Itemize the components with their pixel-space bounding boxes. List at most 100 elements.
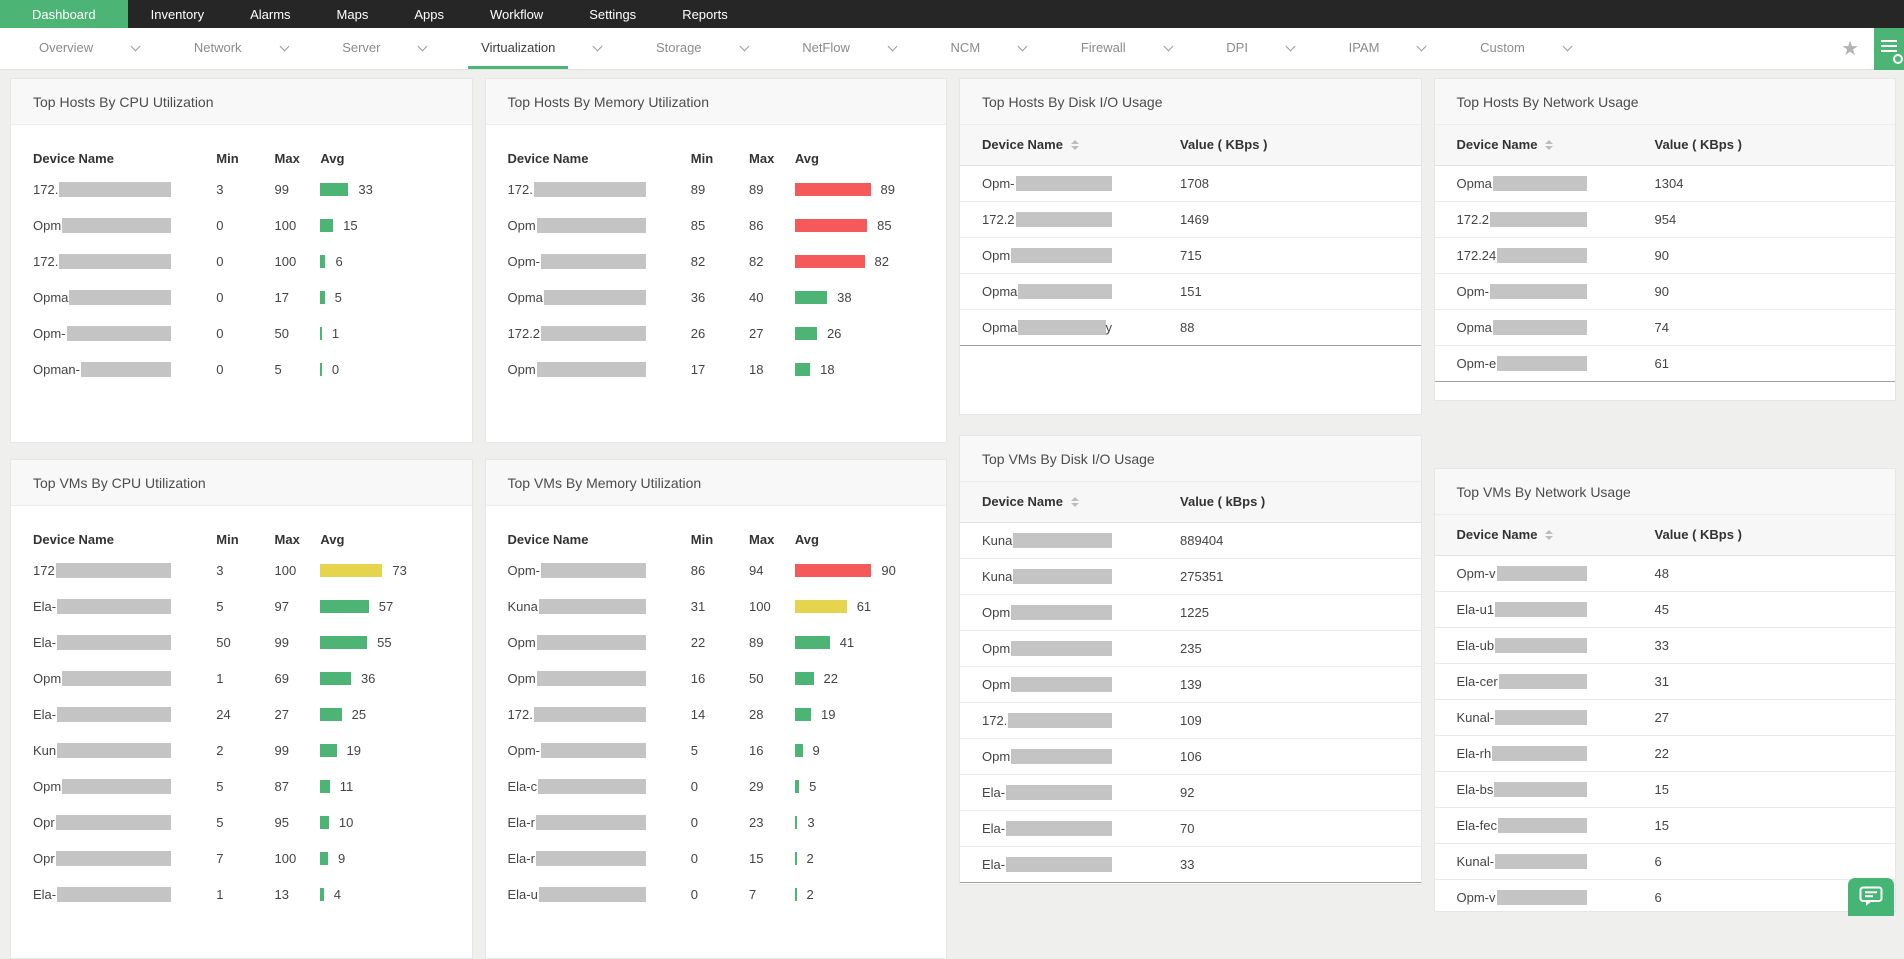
- chevron-down-icon[interactable]: [1417, 42, 1427, 52]
- tab-dpi[interactable]: DPI: [1213, 28, 1294, 69]
- chevron-down-icon[interactable]: [418, 42, 428, 52]
- tab-server[interactable]: Server: [329, 28, 426, 69]
- min-value: 5: [216, 815, 274, 830]
- device-name-sort-header[interactable]: Device Name: [1457, 137, 1633, 152]
- nav-item-reports[interactable]: Reports: [659, 0, 751, 28]
- chevron-down-icon[interactable]: [739, 42, 749, 52]
- device-name-cell: Opr: [33, 815, 216, 830]
- chevron-down-icon[interactable]: [1163, 42, 1173, 52]
- nav-item-settings[interactable]: Settings: [566, 0, 659, 28]
- device-name-cell: Opm: [508, 218, 691, 233]
- chevron-down-icon[interactable]: [1285, 42, 1295, 52]
- device-name-prefix: 172.2: [508, 326, 541, 341]
- device-name: Opm: [982, 677, 1112, 692]
- tab-label[interactable]: NCM: [938, 28, 994, 69]
- min-value: 1: [216, 887, 274, 902]
- avg-value: 9: [338, 851, 345, 866]
- device-name-sort-header[interactable]: Device Name: [982, 137, 1158, 152]
- device-name: 172.2: [508, 326, 646, 341]
- tab-label[interactable]: Overview: [26, 28, 106, 69]
- redacted-device-name: [1495, 638, 1586, 653]
- device-name: Opm: [508, 362, 646, 377]
- device-name-cell: Opm: [508, 671, 691, 686]
- device-name-cell: Ela-c: [508, 779, 691, 794]
- tab-overview[interactable]: Overview: [26, 28, 139, 69]
- col-header-device-name[interactable]: Device Name: [1435, 515, 1633, 555]
- tab-label[interactable]: Virtualization: [468, 28, 568, 69]
- device-name-cell: 172.2: [960, 201, 1158, 237]
- chevron-down-icon[interactable]: [279, 42, 289, 52]
- tab-label[interactable]: Server: [329, 28, 393, 69]
- tab-virtualization[interactable]: Virtualization: [468, 28, 601, 69]
- tab-ncm[interactable]: NCM: [938, 28, 1027, 69]
- favorite-star-icon[interactable]: ★: [1841, 39, 1859, 59]
- avg-cell: 18: [795, 362, 924, 377]
- chevron-down-icon[interactable]: [887, 42, 897, 52]
- redacted-device-name: [56, 815, 171, 830]
- tab-label[interactable]: Firewall: [1068, 28, 1139, 69]
- nav-item-inventory[interactable]: Inventory: [128, 0, 227, 28]
- min-value: 3: [216, 563, 274, 578]
- tab-label[interactable]: DPI: [1213, 28, 1261, 69]
- avg-cell: 11: [320, 779, 449, 794]
- device-name-cell: Kuna: [960, 558, 1158, 594]
- device-name-sort-header[interactable]: Device Name: [982, 494, 1158, 509]
- device-name-sort-header[interactable]: Device Name: [1457, 527, 1633, 542]
- chevron-down-icon[interactable]: [1562, 42, 1572, 52]
- tab-netflow[interactable]: NetFlow: [789, 28, 896, 69]
- tab-label[interactable]: Network: [181, 28, 255, 69]
- nav-item-dashboard[interactable]: Dashboard: [0, 0, 128, 28]
- device-name: Ela-: [33, 635, 171, 650]
- col-header-device-name[interactable]: Device Name: [960, 125, 1158, 165]
- avg-bar: [795, 327, 817, 340]
- value-cell: 90: [1633, 273, 1895, 309]
- col-header-device-name[interactable]: Device Name: [960, 482, 1158, 522]
- device-name: Opman-: [33, 362, 171, 377]
- nav-item-apps[interactable]: Apps: [391, 0, 467, 28]
- chevron-down-icon[interactable]: [593, 42, 603, 52]
- tab-ipam[interactable]: IPAM: [1336, 28, 1426, 69]
- device-name-prefix: Ela-: [33, 707, 56, 722]
- max-value: 97: [275, 599, 321, 614]
- support-chat-button[interactable]: [1848, 878, 1894, 916]
- device-name: Ela-rh: [1457, 746, 1587, 761]
- tab-label[interactable]: Storage: [643, 28, 715, 69]
- device-name-prefix: Ela-: [33, 599, 56, 614]
- tab-custom[interactable]: Custom: [1467, 28, 1571, 69]
- tab-label[interactable]: NetFlow: [789, 28, 863, 69]
- nav-item-alarms[interactable]: Alarms: [227, 0, 313, 28]
- avg-bar: [320, 636, 367, 649]
- tab-label[interactable]: IPAM: [1336, 28, 1393, 69]
- avg-cell: 90: [795, 563, 924, 578]
- max-value: 27: [275, 707, 321, 722]
- nav-item-workflow[interactable]: Workflow: [467, 0, 566, 28]
- value-cell: 1469: [1158, 201, 1420, 237]
- min-value: 31: [691, 599, 749, 614]
- tab-storage[interactable]: Storage: [643, 28, 748, 69]
- tab-network[interactable]: Network: [181, 28, 288, 69]
- redacted-device-name: [537, 635, 646, 650]
- tab-firewall[interactable]: Firewall: [1068, 28, 1172, 69]
- widget-title: Top Hosts By Network Usage: [1435, 79, 1896, 125]
- avg-value: 22: [824, 671, 838, 686]
- chevron-down-icon[interactable]: [1018, 42, 1028, 52]
- col-header-device-name[interactable]: Device Name: [1435, 125, 1633, 165]
- avg-value: 90: [881, 563, 895, 578]
- dashboard-actions-button[interactable]: [1874, 28, 1904, 70]
- chevron-down-icon[interactable]: [131, 42, 141, 52]
- min-value: 5: [216, 599, 274, 614]
- avg-bar: [320, 255, 325, 268]
- nav-item-maps[interactable]: Maps: [314, 0, 392, 28]
- tab-label[interactable]: Custom: [1467, 28, 1538, 69]
